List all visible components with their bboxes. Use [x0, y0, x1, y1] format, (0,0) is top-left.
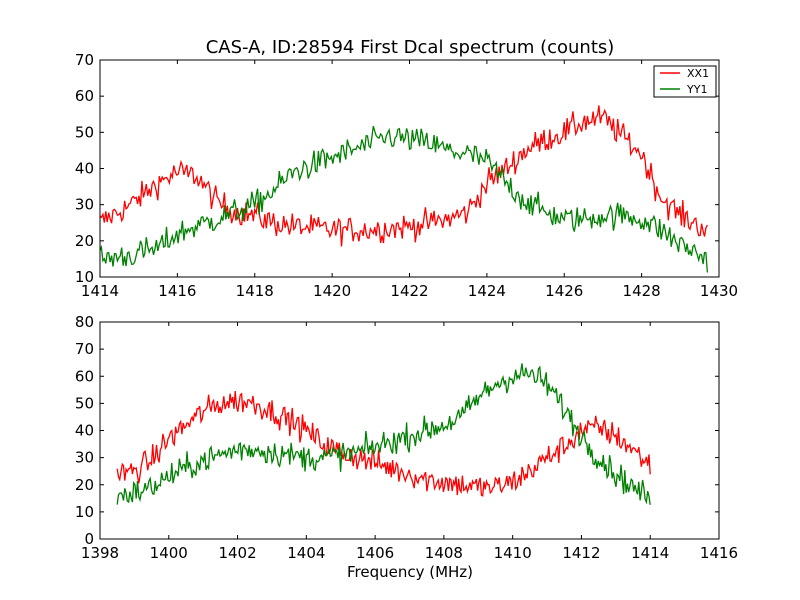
x-tick-label: 1398 [81, 544, 119, 562]
y-tick-label: 70 [75, 340, 94, 358]
y-tick-label: 60 [75, 87, 94, 105]
legend-label-yy1: YY1 [686, 83, 707, 96]
series-line-xx1 [116, 391, 651, 497]
y-tick-label: 40 [75, 422, 94, 440]
x-tick-label: 1412 [562, 544, 600, 562]
x-tick-label: 1400 [150, 544, 188, 562]
y-tick-label: 20 [75, 232, 94, 250]
y-tick-label: 10 [75, 503, 94, 521]
y-tick-label: 30 [75, 196, 94, 214]
y-tick-label: 50 [75, 394, 94, 412]
series-line-yy1 [116, 363, 651, 505]
y-tick-label: 20 [75, 476, 94, 494]
top-series-group [100, 105, 709, 273]
x-tick-label: 1410 [494, 544, 532, 562]
y-tick-label: 50 [75, 123, 94, 141]
x-tick-label: 1428 [623, 282, 661, 300]
x-tick-label: 1426 [545, 282, 583, 300]
y-tick-label: 0 [84, 530, 94, 548]
y-tick-label: 30 [75, 449, 94, 467]
x-tick-label: 1424 [468, 282, 506, 300]
x-tick-label: 1402 [218, 544, 256, 562]
chart-title: CAS-A, ID:28594 First Dcal spectrum (cou… [206, 37, 615, 58]
y-tick-label: 80 [75, 313, 94, 331]
x-axis-label: Frequency (MHz) [347, 563, 473, 581]
x-tick-label: 1414 [81, 282, 119, 300]
x-tick-label: 1408 [425, 544, 463, 562]
bottom-ticks: 1398 1400 1402 1404 1406 1408 1410 1412 1414 1416… [75, 313, 738, 562]
top-ticks: 1414 1416 1418 1420 1422 1424 1426 1428 1430 10 20… [75, 51, 738, 300]
legend-label-xx1: XX1 [687, 67, 709, 80]
x-tick-label: 1418 [236, 282, 274, 300]
top-legend: XX1 YY1 [653, 65, 717, 98]
x-tick-label: 1414 [631, 544, 669, 562]
x-tick-label: 1430 [700, 282, 738, 300]
x-tick-label: 1406 [356, 544, 394, 562]
x-tick-label: 1422 [390, 282, 428, 300]
y-tick-label: 40 [75, 160, 94, 178]
x-tick-label: 1416 [158, 282, 196, 300]
x-tick-label: 1404 [287, 544, 325, 562]
series-line-xx1 [100, 105, 708, 247]
bottom-series-group [116, 363, 651, 505]
top-panel: CAS-A, ID:28594 First Dcal spectrum (cou… [75, 37, 738, 300]
x-tick-label: 1420 [313, 282, 351, 300]
y-tick-label: 60 [75, 367, 94, 385]
y-tick-label: 70 [75, 51, 94, 69]
series-line-yy1 [100, 125, 709, 273]
x-tick-label: 1416 [700, 544, 738, 562]
y-tick-label: 10 [75, 268, 94, 286]
legend-box [653, 65, 717, 98]
bottom-panel: 1398 1400 1402 1404 1406 1408 1410 1412 1414 1416… [75, 313, 738, 581]
